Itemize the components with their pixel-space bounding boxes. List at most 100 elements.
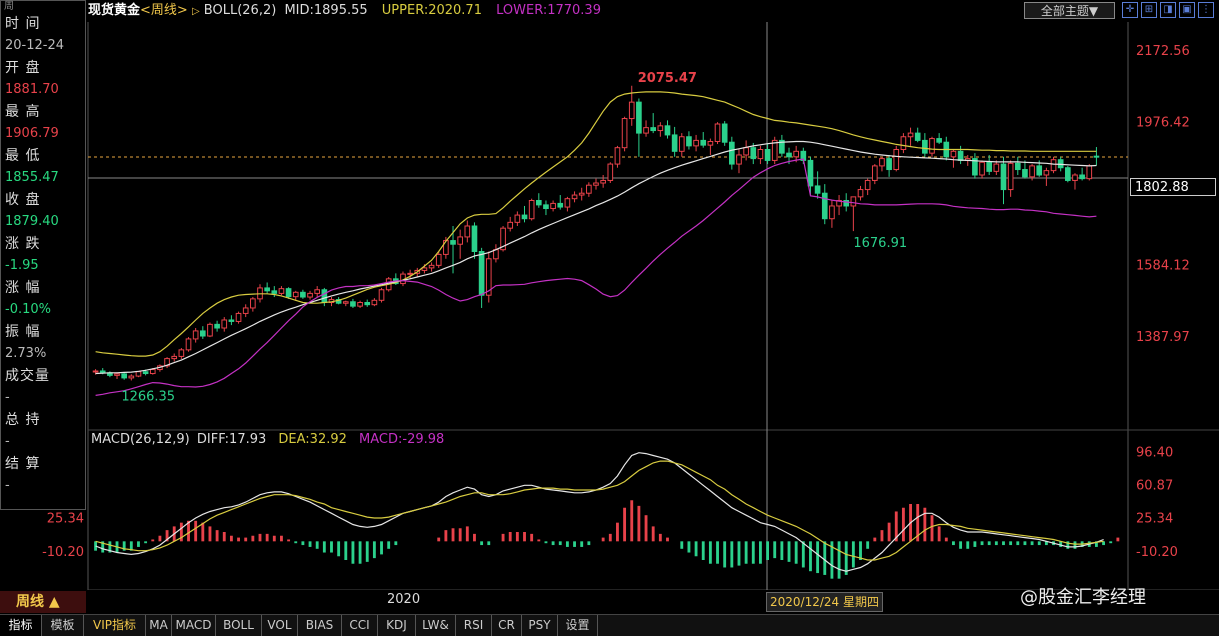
candle-body (678, 136, 685, 152)
tab-5[interactable]: BOLL (216, 615, 262, 636)
indicator-tab-bar: 指标 模板 VIP指标 MA MACD BOLL VOL BIAS CCI KDJ LW& RSI CR… (0, 614, 1219, 636)
candle-body (250, 298, 256, 309)
candle-body (371, 299, 378, 306)
candle-body (671, 134, 678, 152)
candle-body (435, 253, 442, 266)
candle-body (1014, 162, 1021, 171)
tab-10[interactable]: LW& (416, 615, 456, 636)
symbol-name[interactable]: 现货黄金 (88, 3, 141, 18)
candle-body (314, 289, 321, 294)
candlestick-chart[interactable]: 2075.47 1266.35 1676.91 2172.56 1976.42 1584… (0, 0, 1219, 590)
candle-body (564, 198, 571, 208)
candle-body (121, 373, 127, 379)
candle-body (199, 330, 206, 337)
candle-body (814, 185, 821, 194)
tab-7[interactable]: BIAS (298, 615, 342, 636)
tab-11[interactable]: RSI (456, 615, 492, 636)
macd-dea: DEA:32.92 (278, 432, 347, 447)
tab-13[interactable]: PSY (522, 615, 558, 636)
candle-body (1079, 174, 1085, 180)
boll-mid: MID:1895.55 (284, 3, 368, 18)
candle-body (471, 225, 478, 252)
candle-body (657, 125, 664, 132)
tab-8[interactable]: CCI (342, 615, 378, 636)
window-restore-icon[interactable]: ▣ (1179, 2, 1195, 18)
tab-1[interactable]: 模板 (42, 615, 84, 636)
dropdown-icon[interactable]: ▷ (191, 6, 200, 17)
candle-body (1093, 155, 1100, 158)
macd-value: MACD:-29.98 (359, 432, 445, 447)
candle-body (950, 150, 957, 158)
candle-body (264, 287, 270, 292)
candle-body (421, 267, 428, 271)
candle-body (586, 184, 592, 194)
candle-body (900, 136, 907, 150)
macd-header: MACD(26,12,9) DIFF:17.93 DEA:32.92 MACD:… (91, 432, 444, 447)
tab-0[interactable]: 指标 (0, 615, 42, 636)
boll-upper: UPPER:2020.71 (381, 3, 482, 18)
candle-body (879, 158, 885, 167)
tab-4[interactable]: MACD (172, 615, 216, 636)
macd-dea-line (95, 460, 1104, 561)
candle-body (764, 149, 771, 161)
candle-body (957, 150, 964, 161)
info-label: 开 盘 (5, 60, 41, 76)
candle-body (829, 205, 835, 220)
candle-body (364, 302, 371, 306)
period-selector[interactable]: 周线 ▲ (0, 591, 86, 613)
candle-body (1065, 167, 1071, 181)
tab-9[interactable]: KDJ (378, 615, 416, 636)
candle-body (857, 189, 864, 198)
candle-body (993, 163, 1000, 172)
tab-12[interactable]: CR (492, 615, 522, 636)
candle-body (1043, 170, 1050, 176)
info-label: 最 低 (5, 148, 41, 164)
candle-body (843, 200, 850, 207)
candle-body (1022, 169, 1028, 178)
candle-body (164, 358, 170, 367)
candle-body (793, 150, 799, 158)
candle-body (357, 302, 363, 307)
info-value: -1.95 (5, 258, 39, 273)
candle-body (228, 319, 235, 322)
more-options-icon[interactable]: ⋮ (1198, 2, 1214, 18)
info-value: 20-12-24 (5, 38, 65, 53)
candle-body (428, 264, 435, 269)
tab-14[interactable]: 设置 (558, 615, 598, 636)
tab-6[interactable]: VOL (262, 615, 298, 636)
theme-select-button[interactable]: 全部主题▼ (1024, 2, 1115, 19)
candle-body (192, 330, 199, 340)
candle-body (450, 240, 456, 245)
candle-body (571, 194, 578, 200)
candle-body (335, 299, 342, 304)
candle-body (207, 323, 213, 337)
info-panel-header: 周 (4, 1, 14, 12)
boll-lower-line (95, 158, 1097, 396)
macd-left-axis-tick: -10.20 (42, 545, 84, 560)
candle-body (178, 349, 185, 357)
price-axis-tick: 2172.56 (1136, 44, 1190, 59)
fullscreen-icon[interactable]: ⊞ (1141, 2, 1157, 18)
candle-body (650, 127, 657, 132)
candle-body (1050, 159, 1057, 172)
current-price-tag: 1802.88 (1130, 178, 1216, 196)
candle-body (643, 127, 649, 134)
period-link[interactable]: <周线> (140, 3, 188, 18)
info-value: - (5, 434, 10, 449)
tab-2[interactable]: VIP指标 (84, 615, 146, 636)
crosshair-icon[interactable]: ✛ (1122, 2, 1138, 18)
candle-body (350, 301, 356, 307)
candle-body (786, 152, 792, 158)
candle-body (514, 214, 521, 223)
info-label: 收 盘 (5, 192, 41, 208)
candle-body (464, 225, 471, 238)
candle-body (557, 202, 564, 208)
panel-split-icon[interactable]: ◨ (1160, 2, 1176, 18)
candle-body (171, 355, 178, 360)
candle-body (807, 159, 814, 187)
candle-body (593, 182, 599, 186)
candle-body (864, 179, 871, 191)
x-axis-year-label: 2020 (387, 592, 421, 607)
tab-3[interactable]: MA (146, 615, 172, 636)
